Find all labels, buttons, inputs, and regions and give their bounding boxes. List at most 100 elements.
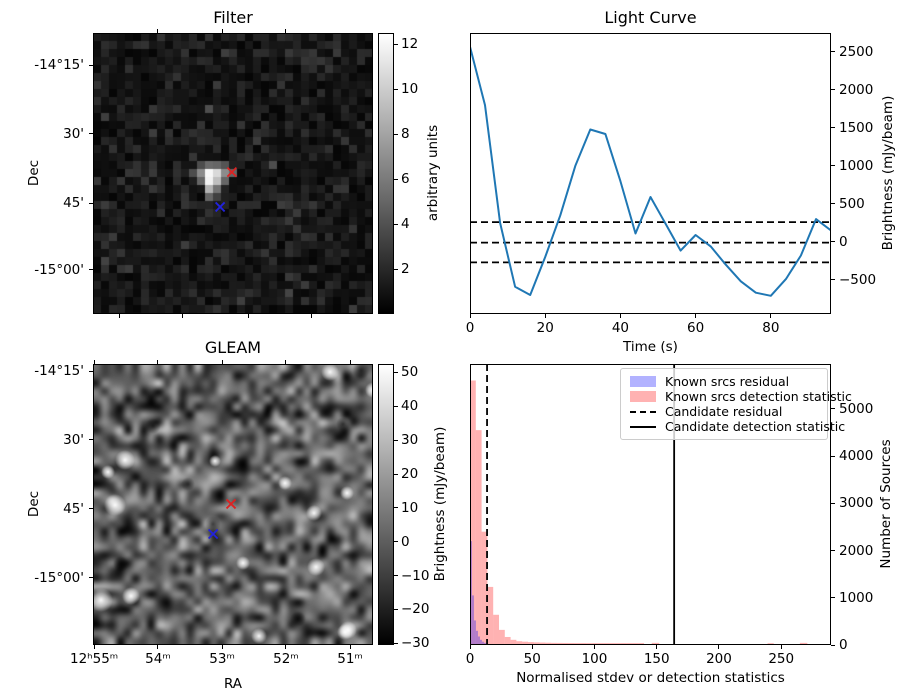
tick-mark xyxy=(831,241,835,243)
y-tick-label: -15°00' xyxy=(34,569,84,586)
colorbar-tick-label: 12 xyxy=(401,36,419,53)
tick-mark xyxy=(831,165,835,167)
hist-bar-residual xyxy=(489,644,492,645)
y-tick-label: -14°15' xyxy=(34,57,84,74)
filter-colorbar xyxy=(378,33,394,314)
x-tick-label: 0 xyxy=(465,651,475,667)
tick-mark xyxy=(311,314,313,318)
tick-mark xyxy=(221,29,223,33)
y-tick-label: 4000 xyxy=(839,448,874,465)
hist-bar-detection-statistic xyxy=(767,643,774,645)
tick-mark xyxy=(349,360,351,364)
filter-markers-overlay xyxy=(214,166,238,213)
red-x-marker xyxy=(226,166,238,178)
legend-item: Known srcs detection statistic xyxy=(630,389,852,404)
tick-mark xyxy=(831,203,835,205)
x-tick-label: 51ᵐ xyxy=(337,651,363,667)
hist-bar-detection-statistic xyxy=(545,642,552,645)
colorbar-tick-label: 20 xyxy=(401,466,419,483)
hist-bar-detection-statistic xyxy=(522,641,529,645)
tick-mark xyxy=(157,29,159,33)
hist-bar-residual xyxy=(470,541,472,645)
x-tick-label: 100 xyxy=(581,651,608,667)
legend-label: Candidate residual xyxy=(665,404,783,419)
hist-bar-detection-statistic xyxy=(615,643,621,645)
y-tick-label: 45' xyxy=(63,500,84,517)
hist-bar-detection-statistic xyxy=(470,380,476,645)
lightcurve-plot xyxy=(470,46,831,297)
hist-bar-detection-statistic xyxy=(510,639,517,645)
blue-x-marker xyxy=(207,528,219,540)
tick-mark xyxy=(157,645,159,649)
hist-bar-detection-statistic xyxy=(609,643,616,645)
legend-label: Candidate detection statistic xyxy=(665,419,846,434)
hist-bar-detection-statistic xyxy=(539,642,546,645)
legend-swatch xyxy=(630,425,656,428)
tick-mark xyxy=(89,439,93,441)
tick-mark xyxy=(831,502,835,504)
tick-mark xyxy=(394,223,398,225)
legend-label: Known srcs detection statistic xyxy=(665,389,852,404)
tick-mark xyxy=(394,439,398,441)
tick-mark xyxy=(695,314,697,318)
hist-bar-detection-statistic xyxy=(568,643,575,645)
hist-bar-detection-statistic xyxy=(493,614,499,645)
legend-swatch xyxy=(630,391,656,402)
hist-bar-detection-statistic xyxy=(632,643,639,645)
x-tick-label: 80 xyxy=(762,320,780,336)
tick-mark xyxy=(394,608,398,610)
filter-ylabel: Dec xyxy=(26,159,42,187)
tick-mark xyxy=(831,455,835,457)
hist-bar-residual xyxy=(483,642,486,645)
x-tick-label: 60 xyxy=(687,320,705,336)
hist-bar-detection-statistic xyxy=(551,642,558,645)
hist-bar-detection-statistic xyxy=(499,629,505,645)
tick-mark xyxy=(89,202,93,204)
y-tick-label: 3000 xyxy=(839,495,874,512)
hist-bar-residual xyxy=(487,644,490,645)
histogram-xlabel: Normalised stdev or detection statistics xyxy=(516,670,785,686)
blue-x-marker xyxy=(214,201,226,213)
filter-colorbar-label: arbitrary units xyxy=(425,124,441,222)
y-tick-label: 2500 xyxy=(839,43,874,60)
red-x-marker xyxy=(225,498,237,510)
tick-mark xyxy=(221,645,223,649)
tick-mark xyxy=(394,178,398,180)
hist-bar-detection-statistic xyxy=(586,643,592,645)
tick-mark xyxy=(394,405,398,407)
y-tick-label: −500 xyxy=(839,271,877,288)
legend-item: Candidate detection statistic xyxy=(630,419,845,434)
x-tick-label: 52ᵐ xyxy=(273,651,299,667)
tick-mark xyxy=(119,314,121,318)
legend-label: Known srcs residual xyxy=(665,374,790,389)
tick-mark xyxy=(394,43,398,45)
hist-bar-detection-statistic xyxy=(562,642,569,645)
y-tick-label: 45' xyxy=(63,195,84,211)
colorbar-tick-label: 50 xyxy=(401,364,419,381)
legend-swatch xyxy=(630,376,656,387)
legend-item: Candidate residual xyxy=(630,404,818,419)
tick-mark xyxy=(89,508,93,510)
y-tick-label: 5000 xyxy=(839,400,874,417)
tick-mark xyxy=(831,279,835,281)
tick-mark xyxy=(394,541,398,543)
tick-mark xyxy=(285,645,287,649)
tick-mark xyxy=(89,64,93,66)
tick-mark xyxy=(285,360,287,364)
gleam-xlabel: RA xyxy=(223,676,243,692)
colorbar-tick-label: 4 xyxy=(401,216,410,233)
hist-bar-detection-statistic xyxy=(626,643,633,645)
lightcurve-line xyxy=(470,46,831,297)
lightcurve-xlabel: Time (s) xyxy=(623,339,678,355)
colorbar-tick-label: 0 xyxy=(401,533,410,550)
tick-mark xyxy=(89,577,93,579)
y-tick-label: -15°00' xyxy=(34,261,84,278)
tick-mark xyxy=(394,507,398,509)
x-tick-label: 150 xyxy=(643,651,670,667)
y-tick-label: 500 xyxy=(839,195,865,212)
y-tick-label: -14°15' xyxy=(34,363,84,380)
colorbar-tick-label: 10 xyxy=(401,81,419,98)
tick-mark xyxy=(93,645,95,649)
x-tick-label: 12ʰ55ᵐ xyxy=(69,651,119,667)
